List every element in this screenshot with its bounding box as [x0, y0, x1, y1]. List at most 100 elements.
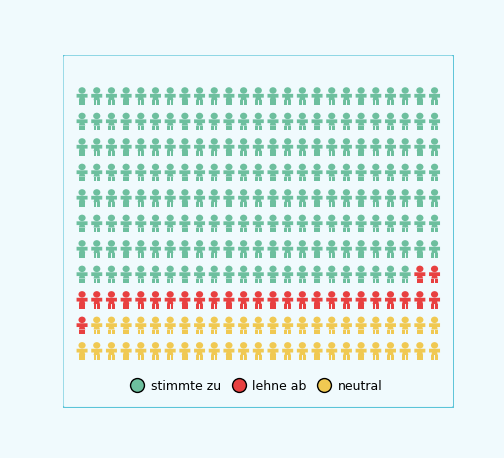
Polygon shape [141, 253, 144, 258]
Circle shape [357, 291, 365, 298]
Polygon shape [400, 94, 411, 100]
Polygon shape [268, 323, 279, 329]
Polygon shape [297, 298, 308, 304]
Polygon shape [400, 145, 411, 151]
Polygon shape [165, 247, 176, 253]
Circle shape [299, 291, 306, 298]
Polygon shape [420, 177, 423, 181]
Polygon shape [94, 125, 96, 130]
Polygon shape [255, 125, 258, 130]
Polygon shape [400, 273, 411, 278]
Polygon shape [185, 100, 188, 105]
Polygon shape [106, 323, 117, 329]
Circle shape [196, 215, 203, 221]
Circle shape [225, 240, 232, 247]
Polygon shape [211, 177, 214, 181]
Polygon shape [150, 145, 161, 151]
Polygon shape [361, 355, 364, 360]
Polygon shape [120, 273, 132, 278]
Polygon shape [270, 125, 273, 130]
Circle shape [108, 164, 115, 170]
Polygon shape [112, 278, 114, 283]
Circle shape [431, 316, 438, 323]
Polygon shape [273, 355, 276, 360]
Polygon shape [329, 253, 332, 258]
Polygon shape [138, 125, 141, 130]
Polygon shape [343, 304, 346, 309]
Polygon shape [268, 221, 279, 228]
Circle shape [328, 240, 335, 247]
Polygon shape [358, 304, 361, 309]
Polygon shape [347, 125, 350, 130]
Polygon shape [170, 100, 173, 105]
Polygon shape [417, 202, 419, 207]
Polygon shape [91, 170, 102, 177]
Circle shape [137, 87, 144, 94]
Circle shape [211, 240, 218, 247]
Polygon shape [215, 228, 217, 232]
Polygon shape [326, 145, 337, 151]
Polygon shape [244, 228, 247, 232]
Polygon shape [94, 253, 96, 258]
Circle shape [299, 316, 306, 323]
Polygon shape [165, 170, 176, 177]
Polygon shape [341, 120, 352, 125]
Polygon shape [179, 221, 191, 228]
Circle shape [402, 240, 409, 247]
Polygon shape [417, 151, 419, 156]
Circle shape [108, 138, 115, 145]
Polygon shape [332, 304, 335, 309]
Circle shape [181, 164, 188, 170]
Polygon shape [326, 323, 337, 329]
Polygon shape [223, 196, 234, 202]
Circle shape [416, 266, 423, 272]
Polygon shape [372, 278, 375, 283]
Polygon shape [79, 100, 82, 105]
Circle shape [108, 342, 115, 349]
Circle shape [343, 113, 350, 119]
Polygon shape [127, 202, 130, 207]
Polygon shape [97, 278, 100, 283]
Polygon shape [406, 100, 408, 105]
Circle shape [431, 342, 438, 349]
Circle shape [211, 113, 218, 119]
Polygon shape [282, 247, 293, 253]
Polygon shape [194, 323, 205, 329]
Polygon shape [273, 100, 276, 105]
Polygon shape [268, 273, 279, 278]
Polygon shape [185, 253, 188, 258]
Polygon shape [343, 228, 346, 232]
Circle shape [387, 316, 394, 323]
Polygon shape [197, 228, 199, 232]
Polygon shape [150, 94, 161, 100]
Circle shape [108, 215, 115, 221]
Polygon shape [135, 349, 146, 355]
Polygon shape [372, 151, 375, 156]
Polygon shape [385, 170, 396, 177]
Circle shape [299, 138, 306, 145]
Polygon shape [356, 221, 366, 228]
Polygon shape [229, 329, 232, 334]
Circle shape [402, 266, 409, 272]
Polygon shape [341, 298, 352, 304]
Polygon shape [341, 323, 352, 329]
Polygon shape [120, 196, 132, 202]
Polygon shape [372, 125, 375, 130]
Circle shape [357, 87, 365, 94]
Circle shape [211, 87, 218, 94]
Polygon shape [297, 247, 308, 253]
Circle shape [270, 240, 277, 247]
Circle shape [372, 240, 380, 247]
Polygon shape [431, 228, 434, 232]
Circle shape [343, 189, 350, 196]
Circle shape [181, 138, 188, 145]
Polygon shape [297, 145, 308, 151]
Polygon shape [284, 177, 287, 181]
Circle shape [122, 266, 130, 272]
Circle shape [196, 113, 203, 119]
Circle shape [79, 291, 86, 298]
Polygon shape [297, 196, 308, 202]
Polygon shape [282, 323, 293, 329]
Polygon shape [282, 196, 293, 202]
Polygon shape [270, 253, 273, 258]
